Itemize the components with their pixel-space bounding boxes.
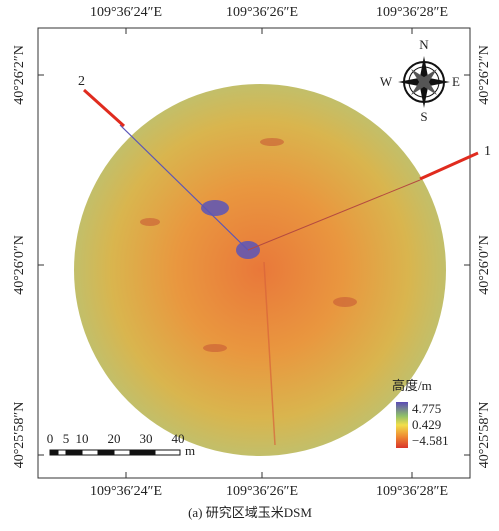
legend-title: 高度/m: [392, 378, 432, 393]
compass-e: E: [452, 74, 460, 89]
top-lon-label: 109°36′28″E: [376, 5, 448, 20]
legend-colorbar: [396, 402, 408, 448]
left-lat-label: 40°25′58″N: [12, 402, 27, 469]
bottom-lon-label: 109°36′26″E: [226, 484, 298, 499]
left-lat-label: 40°26′0″N: [12, 235, 27, 295]
dsm-field: [74, 84, 446, 456]
right-lat-label: 40°26′2″N: [477, 45, 492, 105]
scale-tick-label: 0: [47, 431, 54, 446]
legend-mid: 0.429: [412, 417, 441, 432]
map-figure: 1 2 N E S W 高度/m 4.775 0.429 −4.581 05 10…: [0, 0, 499, 526]
transect-label: 1: [484, 144, 491, 159]
page: {"map": { "top_labels": ["109°36′24″E", …: [0, 0, 499, 531]
scale-tick-label: 30: [140, 431, 153, 446]
right-lat-label: 40°26′0″N: [477, 235, 492, 295]
scale-tick-label: 10: [76, 431, 89, 446]
compass-w: W: [380, 74, 393, 89]
top-lon-label: 109°36′24″E: [90, 5, 162, 20]
right-lat-label: 40°25′58″N: [477, 402, 492, 469]
legend-max: 4.775: [412, 401, 441, 416]
legend-min: −4.581: [412, 433, 449, 448]
bottom-lon-label: 109°36′28″E: [376, 484, 448, 499]
scale-tick-label: 40: [172, 431, 185, 446]
bottom-lon-label: 109°36′24″E: [90, 484, 162, 499]
scale-tick-label: 20: [108, 431, 121, 446]
scale-tick-label: 5: [63, 431, 70, 446]
caption: (a) 研究区域玉米DSM: [188, 505, 312, 520]
scale-bar: [50, 450, 180, 455]
transect-label: 2: [78, 74, 85, 89]
top-lon-label: 109°36′26″E: [226, 5, 298, 20]
compass-n: N: [419, 37, 429, 52]
compass-s: S: [420, 109, 427, 124]
left-lat-label: 40°26′2″N: [12, 45, 27, 105]
scale-unit: m: [185, 443, 195, 458]
